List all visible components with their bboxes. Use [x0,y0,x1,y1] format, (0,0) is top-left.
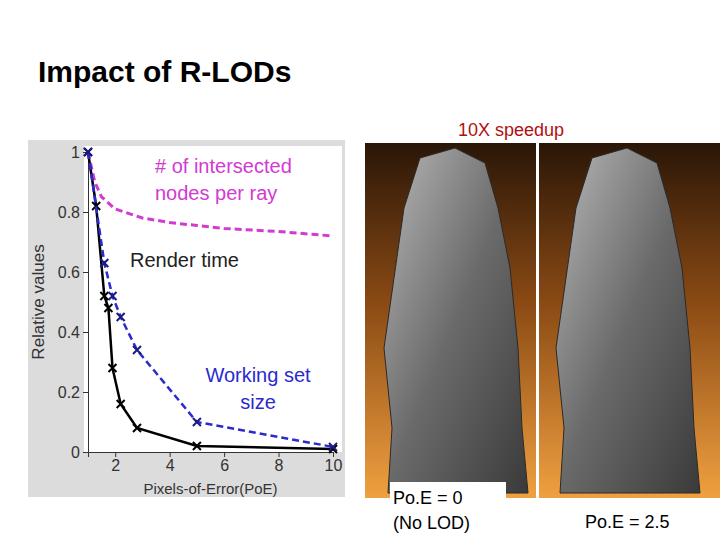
image-divider [536,143,539,498]
annotation: 10X speedup [458,120,564,140]
x-axis-title: Pixels-of-Error(PoE) [143,480,277,497]
tick-mark [333,452,334,457]
tick-mark [279,452,280,457]
tick: 8 [275,452,284,474]
tick: 0 [71,444,88,461]
point-marker [329,443,337,451]
caption: Po.E = 0 [393,488,463,508]
tick: 6 [220,452,229,474]
point-marker [117,400,125,408]
tick: 4 [166,452,175,474]
point-marker [193,418,201,426]
statue-rendering [556,148,700,493]
tick: 10 [325,452,343,474]
tick-mark [83,212,88,213]
chart-background [28,140,345,497]
tick: 0.6 [58,264,88,281]
point-marker [109,364,117,372]
image-panel [365,143,720,498]
series-label: Working set size [205,364,311,413]
tick-mark [83,392,88,393]
tick-label: 10 [325,457,343,474]
tick: 2 [111,452,120,474]
point-marker [104,304,112,312]
caption: Po.E = 2.5 [585,512,670,532]
tick-label: 0 [71,444,80,461]
series-label-line: Working set [205,364,311,386]
point-marker [109,292,117,300]
series-label: # of intersected nodes per ray [155,155,292,204]
x-axis: 2 4 6 8 10 [89,452,343,474]
tick-mark [83,332,88,333]
series-label-line: Render time [130,249,239,271]
tick-label: 2 [111,457,120,474]
tick-label: 0.4 [58,324,80,341]
series-label-line: size [240,391,276,413]
series-label: Render time [130,249,239,271]
axis-line [89,453,334,458]
series-label-line: # of intersected [155,155,292,177]
tick-label: 6 [220,457,229,474]
series-line [88,152,333,236]
series-line [88,152,333,449]
tick-label: 0.8 [58,204,80,221]
y-axis-title: Relative values [29,244,48,359]
tick-mark [170,452,171,457]
tick-mark [224,452,225,457]
tick: 1 [71,144,88,161]
point-marker [100,259,108,267]
series-line [88,152,333,447]
point-marker [117,313,125,321]
tick-label: 0.6 [58,264,80,281]
slide-title: Impact of R-LODs [38,55,291,88]
point-marker [133,346,141,354]
point-marker [84,148,92,156]
plot-area [84,148,337,453]
statue-rendering [384,148,528,493]
caption: (No LOD) [393,513,470,533]
tick-label: 0.2 [58,384,80,401]
slide: Impact of R-LODs 10X speedup 2 4 6 8 10 0 0.2 0.4… [0,0,720,540]
caption-box [390,482,506,540]
axis-line [83,153,89,453]
point-marker [193,442,201,450]
y-axis: 0 0.2 0.4 0.6 0.8 1 [58,144,89,461]
point-marker [100,292,108,300]
series-label-line: nodes per ray [155,182,277,204]
tick-mark [83,452,88,453]
tick: 0.2 [58,384,88,401]
point-marker [133,424,141,432]
tick: 0.8 [58,204,88,221]
tick-label: 8 [275,457,284,474]
plot-background [84,146,342,452]
tick-label: 1 [71,144,80,161]
tick-mark [83,272,88,273]
tick-label: 4 [166,457,175,474]
tick: 0.4 [58,324,88,341]
tick-mark [115,452,116,457]
